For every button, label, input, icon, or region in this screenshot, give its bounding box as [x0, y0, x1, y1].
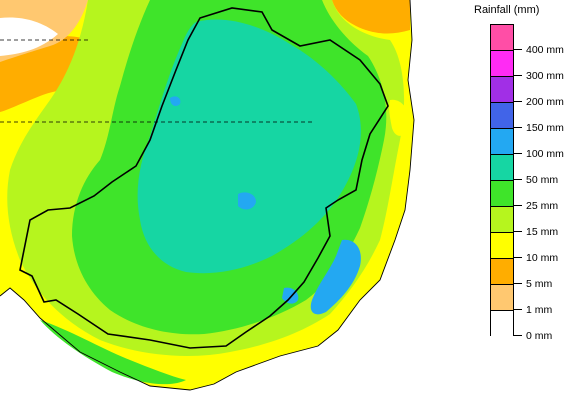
rain-zone-100mm-inland: [238, 192, 256, 210]
legend-swatch: [491, 155, 513, 181]
coastline: [0, 0, 415, 391]
legend-swatch: [491, 259, 513, 285]
legend-color-bar: [490, 24, 514, 337]
legend-title: Rainfall (mm): [474, 4, 540, 16]
legend-swatch: [491, 25, 513, 51]
legend-label: 25 mm: [526, 200, 559, 212]
legend-label: 10 mm: [526, 252, 559, 264]
legend-swatch: [491, 129, 513, 155]
rain-zone-25mm-coast-south: [40, 320, 186, 385]
legend-swatch: [491, 181, 513, 207]
legend-swatch: [491, 285, 513, 311]
legend-swatch: [491, 77, 513, 103]
legend-tick: [514, 179, 522, 180]
legend-tick: [514, 153, 522, 154]
legend-label: 400 mm: [526, 44, 564, 56]
legend-label: 15 mm: [526, 226, 559, 238]
legend-label: 200 mm: [526, 96, 564, 108]
rain-zone-100mm-spot-north: [170, 96, 181, 106]
rain-zone-50mm: [137, 19, 361, 274]
legend-tick: [514, 309, 522, 310]
rain-zone-100mm-east-coast: [310, 239, 361, 315]
rain-zone-100mm-south: [282, 287, 299, 304]
legend-label: 1 mm: [526, 304, 553, 316]
legend-tick: [514, 75, 522, 76]
legend-tick: [514, 257, 522, 258]
rainfall-map: [0, 0, 415, 391]
rain-zone-5mm-northeast: [332, 0, 410, 34]
legend-tick: [514, 101, 522, 102]
rain-zone-0mm-northwest: [0, 17, 58, 56]
legend-swatch: [491, 233, 513, 259]
region-border: [19, 7, 389, 349]
legend-label: 150 mm: [526, 122, 564, 134]
legend-label: 5 mm: [526, 278, 553, 290]
legend-label: 100 mm: [526, 148, 564, 160]
rain-zone-10mm-east-coast: [389, 99, 410, 136]
legend-label: 50 mm: [526, 174, 559, 186]
legend-label: 300 mm: [526, 70, 564, 82]
legend-tick: [514, 283, 522, 284]
legend-tick: [514, 49, 522, 50]
legend-swatch: [491, 51, 513, 77]
legend-tick: [514, 335, 522, 336]
rainfall-legend: Rainfall (mm) 400 mm 300 mm 200 mm 150 mm 10…: [468, 0, 570, 400]
legend-swatch: [491, 311, 513, 337]
legend-swatch: [491, 103, 513, 129]
legend-swatch: [491, 207, 513, 233]
legend-label: 0 mm: [526, 330, 553, 342]
legend-tick: [514, 231, 522, 232]
legend-tick: [514, 127, 522, 128]
legend-tick: [514, 205, 522, 206]
